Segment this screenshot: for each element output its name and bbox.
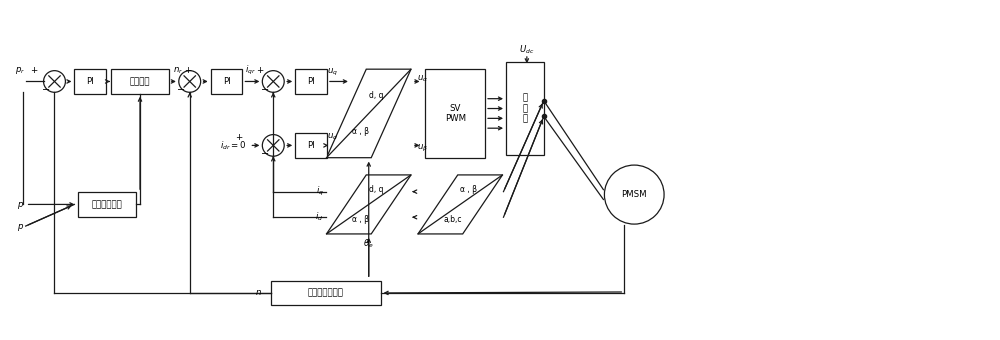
Text: $u_α$: $u_α$ [417,73,429,84]
Text: n: n [256,288,261,298]
Text: $u_d$: $u_d$ [327,131,339,142]
Bar [506,62,544,155]
Text: PMSM: PMSM [621,190,647,199]
Bar [211,69,242,94]
Text: 过冲抑制单元: 过冲抑制单元 [92,200,123,209]
Bar [295,69,327,94]
Text: 位置和转速计算: 位置和转速计算 [308,288,344,298]
Bar [425,69,485,158]
Text: α , β: α , β [352,126,369,136]
Bar [295,133,327,158]
Bar [78,192,136,217]
Text: −: − [177,85,185,95]
Text: +: + [184,66,191,75]
Text: −: − [261,149,269,159]
Text: d, q: d, q [369,185,384,194]
Text: 转速限幅: 转速限幅 [130,77,150,86]
Bar [271,280,381,305]
Text: p: p [17,222,22,231]
Text: PI: PI [86,77,94,86]
Text: +: + [30,66,37,75]
Text: p: p [17,200,22,209]
Text: SV
PWM: SV PWM [445,104,466,123]
Text: a,b,c: a,b,c [443,215,462,224]
Text: α , β: α , β [460,185,477,194]
Text: $U_{dc}$: $U_{dc}$ [519,44,535,56]
Text: −: − [42,85,50,95]
Text: +: + [235,133,242,142]
Text: α , β: α , β [352,215,369,224]
Text: $u_q$: $u_q$ [327,67,338,78]
Text: +: + [256,66,263,75]
Text: PI: PI [307,141,315,150]
Text: −: − [261,85,269,95]
Text: $i_{qr}$: $i_{qr}$ [245,64,256,77]
Text: $i_d$: $i_d$ [315,211,323,223]
Text: $i_{dr}=0$: $i_{dr}=0$ [220,139,246,152]
Text: PI: PI [223,77,230,86]
Bar [111,69,169,94]
Text: PI: PI [307,77,315,86]
Text: 逆
变
器: 逆 变 器 [522,94,527,123]
Text: $p_r$: $p_r$ [15,65,25,76]
Text: $i_q$: $i_q$ [316,185,323,198]
Text: $n_r$: $n_r$ [173,65,183,76]
Text: $θ_e$: $θ_e$ [363,238,374,250]
Bar [74,69,106,94]
Text: d, q: d, q [369,91,384,100]
Text: $u_β$: $u_β$ [417,143,428,154]
